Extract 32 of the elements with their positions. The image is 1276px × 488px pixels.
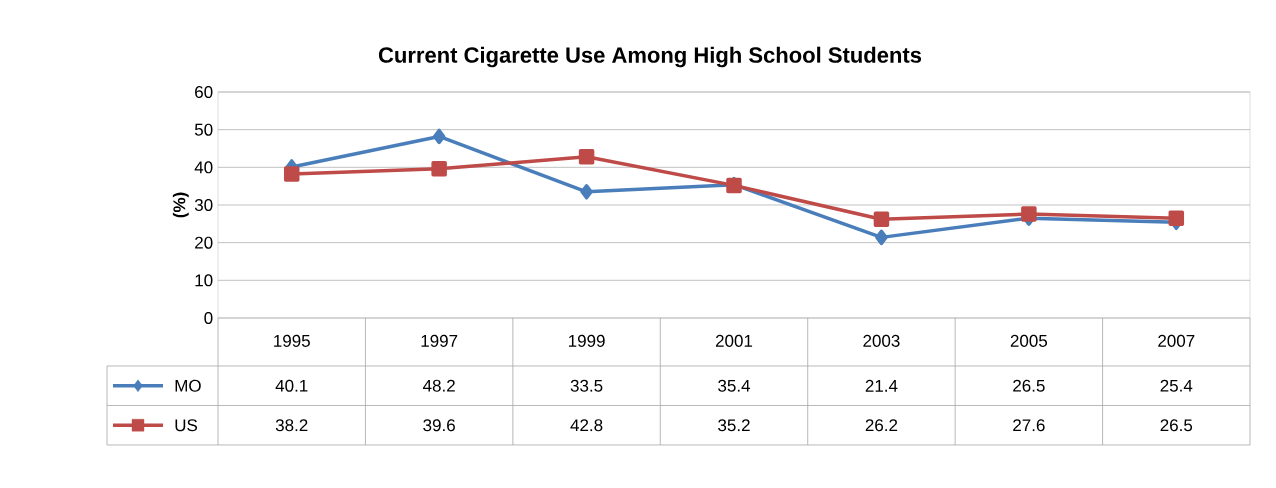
y-tick-label: 40 <box>194 161 213 174</box>
y-tick-label: 60 <box>195 85 213 99</box>
x-tick-label: 2001 <box>715 334 753 347</box>
y-tick-label: 20 <box>195 236 213 249</box>
y-tick-label: 10 <box>195 274 213 287</box>
legend-label: MO <box>175 379 201 392</box>
data-label: 21.4 <box>865 379 898 392</box>
x-tick-label: 1999 <box>568 334 605 347</box>
data-label: 33.5 <box>570 379 603 392</box>
x-tick-label: 1997 <box>421 334 458 347</box>
y-tick-label: 0 <box>204 311 213 325</box>
data-label: 48.2 <box>423 379 455 392</box>
data-label: 26.5 <box>1160 419 1193 432</box>
data-label: 38.2 <box>275 419 308 432</box>
x-tick-label: 2005 <box>1010 334 1048 347</box>
x-tick-label: 1995 <box>274 334 310 347</box>
data-label: 35.2 <box>718 419 750 432</box>
data-label: 39.6 <box>423 419 455 432</box>
data-label: 26.2 <box>865 419 898 432</box>
data-label: 40.1 <box>275 379 308 392</box>
y-tick-label: 50 <box>194 123 213 136</box>
y-tick-label: 30 <box>194 198 213 212</box>
x-tick-label: 2003 <box>863 334 900 347</box>
legend-label: US <box>175 419 198 432</box>
x-tick-label: 2007 <box>1158 334 1195 347</box>
data-label: 27.6 <box>1013 419 1045 432</box>
chart-title: Current Cigarette Use Among High School Students <box>378 46 922 68</box>
data-label: 42.8 <box>570 419 603 432</box>
y-axis-title: (%) <box>172 192 189 218</box>
data-label: 26.5 <box>1013 379 1045 392</box>
data-label: 35.4 <box>718 379 751 392</box>
data-label: 25.4 <box>1160 379 1193 392</box>
